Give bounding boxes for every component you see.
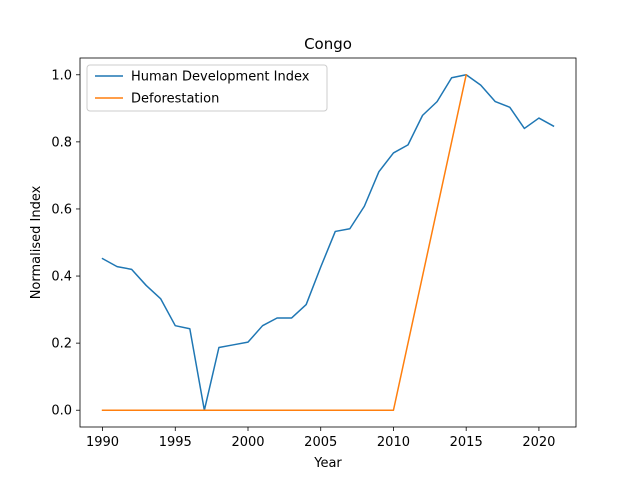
- y-tick-label: 0.6: [51, 202, 72, 217]
- axes-frame: [79, 57, 577, 428]
- y-tick-label: 1.0: [51, 68, 72, 83]
- y-tick-label: 0.8: [51, 135, 72, 150]
- x-tick-label: 2015: [450, 435, 483, 450]
- legend: Human Development Index Deforestation: [86, 64, 328, 112]
- y-tick-label: 0.0: [51, 404, 72, 419]
- plot-area: [101, 73, 555, 411]
- x-tick-label: 1995: [159, 435, 192, 450]
- x-tick-label: 2010: [377, 435, 410, 450]
- legend-box: [86, 64, 328, 112]
- axes: 1990 1995 2000 2005 2010 2015 2020 0.0 0.2 0.4 0.6…: [51, 57, 577, 450]
- series-line-1: [101, 74, 555, 411]
- legend-label-1: Human Development Index: [131, 70, 310, 85]
- x-tick-label: 2020: [522, 435, 555, 450]
- x-tick-label: 2000: [231, 435, 264, 450]
- y-tick-label: 0.2: [51, 337, 72, 352]
- x-tick-label: 2005: [304, 435, 337, 450]
- legend-label-2: Deforestation: [131, 92, 219, 107]
- chart-title: Congo: [304, 35, 352, 53]
- x-tick-label: 1990: [86, 435, 119, 450]
- series-line-2: [101, 73, 468, 411]
- x-axis-title: Year: [313, 456, 342, 471]
- y-axis-title: Normalised Index: [29, 185, 44, 299]
- y-tick-label: 0.4: [51, 270, 72, 285]
